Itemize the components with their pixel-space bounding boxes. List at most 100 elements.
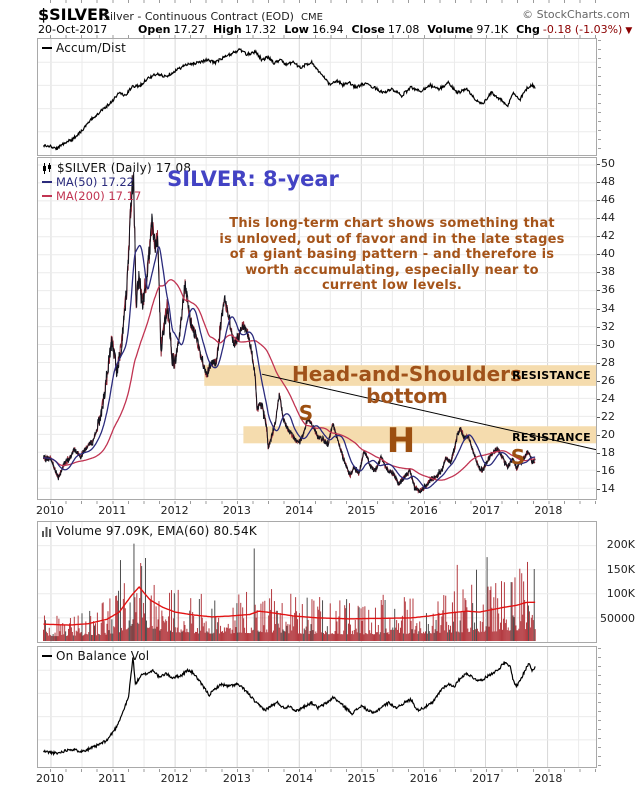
- price-tick-label: 36: [597, 283, 615, 297]
- year-tick-label: 2010: [36, 504, 64, 517]
- price-tick-label: 30: [597, 337, 615, 351]
- ma200-legend: MA(200) 17.17: [42, 189, 141, 203]
- year-tick-label: 2011: [98, 772, 127, 785]
- ma200-legend-label: MA(200) 17.17: [56, 189, 142, 203]
- x-axis-years-bottom: 2010 2011 2012 2013 2014 2015 2016 2017 2018: [36, 772, 597, 786]
- obv-legend-label: On Balance Vol: [56, 649, 150, 663]
- on-balance-volume-chart: [38, 647, 596, 767]
- quote-label: Low: [284, 23, 309, 36]
- year-tick-label: 2016: [409, 772, 438, 785]
- year-tick-label: 2013: [222, 772, 251, 785]
- ma50-legend-label: MA(50) 17.22: [56, 175, 134, 189]
- year-tick-label: 2014: [285, 504, 314, 517]
- year-tick-label: 2015: [347, 772, 376, 785]
- volume-tick-label: 100K: [606, 587, 635, 600]
- quote-value: 97.1K: [476, 23, 509, 36]
- year-tick-label: 2013: [222, 504, 251, 517]
- year-tick-label: 2012: [160, 504, 189, 517]
- price-tick-label: 24: [597, 391, 615, 405]
- exchange-label: CME: [300, 12, 323, 23]
- quote-label: Volume: [427, 23, 474, 36]
- price-tick-label: 46: [597, 193, 615, 207]
- line-swatch-icon: [42, 47, 52, 49]
- ma50-swatch-icon: [42, 181, 52, 183]
- on-balance-volume-panel: On Balance Vol: [37, 646, 597, 768]
- year-tick-label: 2010: [36, 772, 64, 785]
- year-tick-label: 2011: [98, 504, 127, 517]
- price-tick-label: 26: [597, 373, 615, 387]
- left-shoulder-letter: S: [298, 401, 314, 425]
- volume-y-axis: 200K 150K 100K 50000: [599, 521, 635, 643]
- price-tick-label: 34: [597, 301, 615, 315]
- right-shoulder-letter: S: [510, 445, 526, 469]
- price-tick-label: 42: [597, 229, 615, 243]
- year-tick-label: 2015: [347, 504, 376, 517]
- quote-value: 17.27: [173, 23, 206, 36]
- candlestick-icon: [43, 162, 51, 174]
- volume-legend: Volume 97.09K, EMA(60) 80.54K: [42, 524, 257, 538]
- ticker-name: Silver - Continuous Contract (EOD): [103, 10, 294, 23]
- annotation-line: of a giant basing pattern - and therefor…: [229, 247, 555, 262]
- annotation-line: is unloved, out of favor and in the late…: [219, 231, 565, 247]
- obv-legend: On Balance Vol: [42, 649, 149, 663]
- volume-tick-label: 150K: [606, 562, 635, 576]
- quote-label: Close: [351, 23, 385, 36]
- price-tick-label: 20: [597, 427, 615, 441]
- head-and-shoulders-label: Head-and-Shoulders: [292, 362, 522, 386]
- year-tick-label: 2016: [409, 504, 438, 517]
- price-tick-label: 40: [597, 247, 615, 261]
- main-bottom-tick-row: [37, 501, 597, 504]
- ticker-symbol: $SILVER: [38, 5, 111, 24]
- price-legend: $SILVER (Daily) 17.08: [42, 161, 191, 175]
- year-tick-label: 2014: [285, 772, 314, 785]
- accum-dist-legend: Accum/Dist: [42, 41, 126, 55]
- quote-date: 20-Oct-2017: [38, 23, 108, 36]
- year-tick-label: 2017: [472, 772, 501, 785]
- annotation-line: worth accumulating, especially near to: [245, 262, 539, 278]
- quote-value: 17.32: [244, 23, 277, 36]
- year-tick-label: 2012: [160, 772, 189, 785]
- volume-tick-label: 50000: [600, 611, 635, 625]
- line-swatch-icon: [42, 655, 52, 657]
- accum-dist-panel: Accum/Dist: [37, 38, 597, 156]
- obv-bottom-tick-row: [37, 769, 597, 772]
- quote-label: High: [213, 23, 242, 36]
- price-tick-label: 22: [597, 409, 615, 423]
- volume-panel: Volume 97.09K, EMA(60) 80.54K: [37, 521, 597, 643]
- price-tick-label: 48: [597, 175, 615, 189]
- ticker-description: Silver - Continuous Contract (EOD) CME: [103, 10, 323, 23]
- head-and-shoulders-label-line2: bottom: [366, 384, 448, 408]
- quote-value: 16.94: [311, 23, 344, 36]
- ma50-legend: MA(50) 17.22: [42, 175, 134, 189]
- price-tick-label: 50: [597, 157, 615, 170]
- quote-value: -0.18 (-1.03%): [542, 23, 623, 36]
- chart-title: SILVER: 8-year: [167, 167, 339, 191]
- annotation-block: This long-term chart shows something tha…: [219, 216, 564, 294]
- resistance-label-lower: RESISTANCE: [512, 431, 591, 444]
- price-tick-label: 32: [597, 319, 615, 333]
- price-legend-label: $SILVER (Daily) 17.08: [57, 161, 192, 175]
- price-tick-label: 28: [597, 355, 615, 369]
- price-tick-label: 44: [597, 211, 615, 225]
- quote-row: 20-Oct-2017 Open 17.27 High 17.32 Low 16.94 Clo…: [38, 23, 632, 36]
- price-tick-label: 16: [597, 464, 615, 478]
- volume-bars-icon: [42, 526, 51, 537]
- accum-top-tick-row: [37, 35, 597, 38]
- price-chart: [38, 158, 596, 499]
- price-tick-label: 14: [597, 482, 615, 496]
- year-tick-label: 2017: [472, 504, 501, 517]
- year-tick-label: 2018: [534, 772, 563, 785]
- quote-value: 17.08: [387, 23, 420, 36]
- copyright-text: © StockCharts.com: [522, 8, 630, 21]
- quote-label: Open: [138, 23, 171, 36]
- year-tick-label: 2018: [534, 504, 563, 517]
- resistance-label-upper: RESISTANCE: [512, 369, 591, 382]
- price-tick-label: 38: [597, 265, 615, 279]
- change-down-triangle-icon: ▼: [625, 26, 633, 36]
- price-tick-label: 18: [597, 446, 615, 460]
- head-letter: H: [386, 421, 416, 461]
- top-tick-row: [37, 0, 597, 3]
- accum-right-ticks: [598, 40, 601, 154]
- volume-legend-label: Volume 97.09K, EMA(60) 80.54K: [56, 524, 257, 538]
- accum-dist-chart: [38, 39, 596, 155]
